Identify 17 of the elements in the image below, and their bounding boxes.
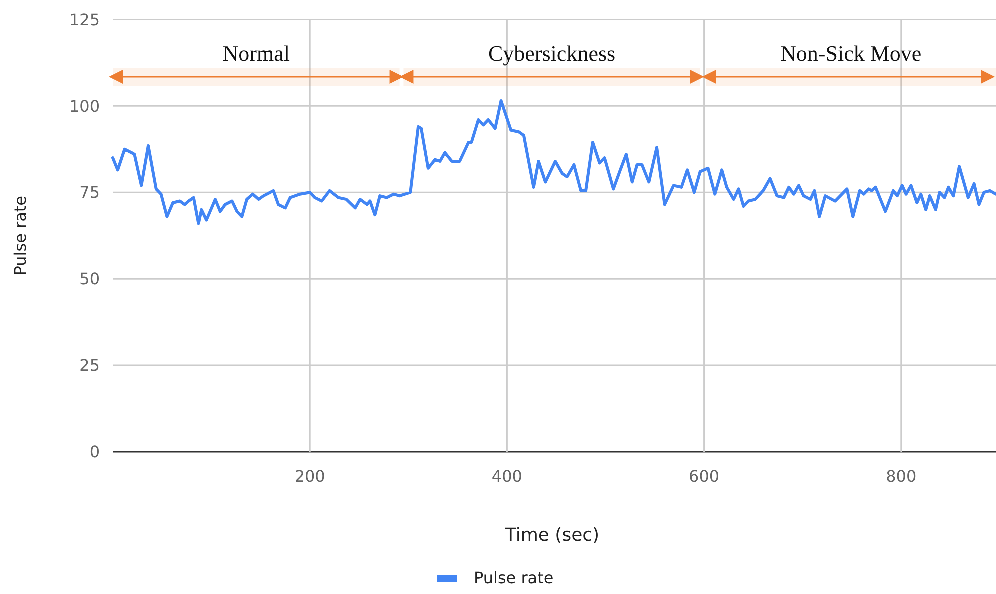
- x-tick-label: 400: [492, 467, 522, 486]
- y-tick-label: 75: [80, 183, 100, 202]
- band-label: Non-Sick Move: [780, 41, 922, 66]
- y-tick-label: 100: [69, 96, 100, 116]
- line-series: [112, 99, 996, 226]
- y-tick-label: 0: [90, 442, 100, 462]
- x-tick-label: 800: [886, 467, 917, 486]
- y-tick-label: 50: [80, 270, 100, 289]
- y-tick-label: 25: [80, 356, 100, 376]
- x-tick-label: 200: [294, 467, 326, 486]
- y-axis-title: Pulse rate: [11, 196, 30, 276]
- x-tick-label: 600: [689, 467, 720, 486]
- y-tick-label: 125: [69, 10, 100, 30]
- band-label: Normal: [222, 41, 290, 66]
- x-axis-title: Time (sec): [504, 525, 600, 546]
- band-label: Cybersickness: [488, 41, 616, 66]
- legend-label: Pulse rate: [474, 568, 554, 588]
